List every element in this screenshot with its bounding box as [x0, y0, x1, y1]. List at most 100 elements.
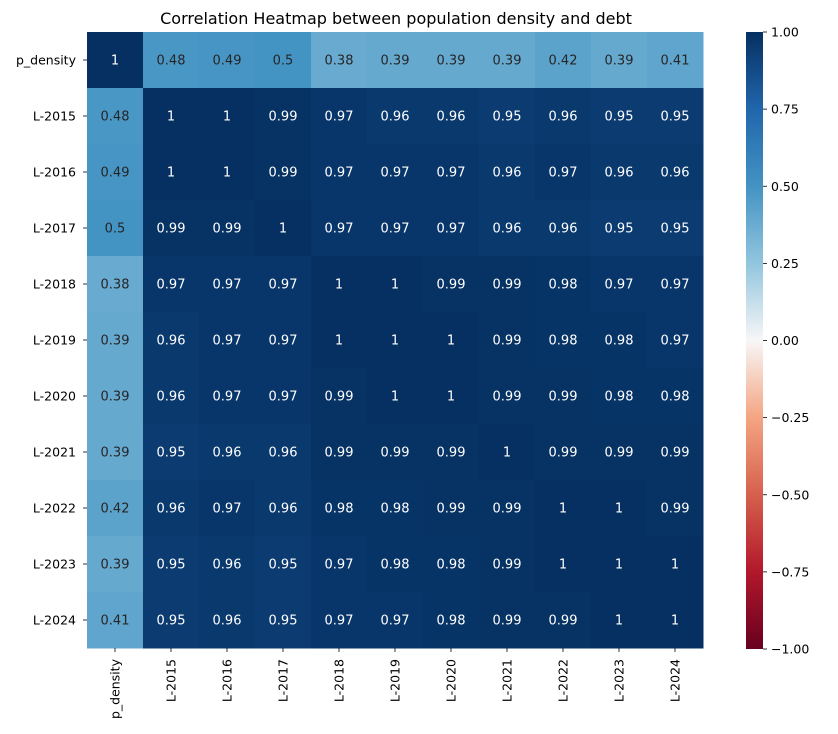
- cell-value-9-3: 0.95: [269, 558, 298, 573]
- heatmap-cell-4-4: [311, 256, 368, 313]
- cell-value-1-1: 1: [167, 110, 175, 125]
- heatmap-cell-0-1: [143, 32, 200, 89]
- heatmap-cell-0-0: [87, 32, 144, 89]
- heatmap-cell-6-6: [423, 368, 480, 425]
- heatmap-cell-1-3: [255, 88, 312, 145]
- cell-value-2-8: 0.97: [549, 166, 578, 181]
- heatmap-cell-1-5: [367, 88, 424, 145]
- column-label-4: L-2018: [332, 659, 347, 702]
- heatmap-cell-8-1: [143, 480, 200, 537]
- heatmap-cell-10-7: [479, 592, 536, 649]
- cell-value-9-1: 0.95: [157, 558, 186, 573]
- row-label-5: L-2019: [33, 333, 76, 348]
- heatmap-cell-1-7: [479, 88, 536, 145]
- cell-value-0-0: 1: [111, 54, 119, 69]
- cell-value-8-6: 0.99: [437, 502, 466, 517]
- cell-value-1-3: 0.99: [269, 110, 298, 125]
- heatmap-cell-7-10: [647, 424, 704, 481]
- cell-value-9-10: 1: [671, 558, 679, 573]
- heatmap-cell-1-10: [647, 88, 704, 145]
- cell-value-0-2: 0.49: [213, 54, 242, 69]
- heatmap-cell-10-8: [535, 592, 592, 649]
- column-label-6: L-2020: [444, 659, 459, 702]
- heatmap-cell-9-7: [479, 536, 536, 593]
- cell-value-9-9: 1: [615, 558, 623, 573]
- cell-value-5-3: 0.97: [269, 334, 298, 349]
- column-label-8: L-2022: [556, 659, 571, 702]
- heatmap-cell-10-1: [143, 592, 200, 649]
- heatmap-cell-6-10: [647, 368, 704, 425]
- cell-value-5-0: 0.39: [101, 334, 130, 349]
- cell-value-6-5: 1: [391, 390, 399, 405]
- heatmap-cell-4-9: [591, 256, 648, 313]
- cell-value-1-0: 0.48: [101, 110, 130, 125]
- heatmap-cell-10-10: [647, 592, 704, 649]
- heatmap-cell-10-4: [311, 592, 368, 649]
- heatmap-cell-9-8: [535, 536, 592, 593]
- heatmap-cell-6-9: [591, 368, 648, 425]
- heatmap-cells: 1 0.48 0.49 0.5 0.38 0.39 0.39 0.39 0.42 0.39 0.41…: [87, 32, 704, 649]
- cell-value-10-4: 0.97: [325, 614, 354, 629]
- heatmap-cell-5-2: [199, 312, 256, 369]
- cell-value-7-1: 0.95: [157, 446, 186, 461]
- cell-value-5-2: 0.97: [213, 334, 242, 349]
- colorbar: 1.00 0.75 0.50 0.25 0.00 −0.25 −0.50 −0.75 −1.00: [746, 25, 809, 657]
- cell-value-10-7: 0.99: [493, 614, 522, 629]
- cell-value-1-5: 0.96: [381, 110, 410, 125]
- heatmap-cell-3-9: [591, 200, 648, 257]
- heatmap-cell-3-7: [479, 200, 536, 257]
- colorbar-label-5: −0.25: [771, 410, 809, 425]
- heatmap-cell-3-3: [255, 200, 312, 257]
- heatmap-cell-8-9: [591, 480, 648, 537]
- cell-value-7-9: 0.99: [605, 446, 634, 461]
- cell-value-0-7: 0.39: [493, 54, 522, 69]
- heatmap-cell-4-7: [479, 256, 536, 313]
- heatmap-cell-0-7: [479, 32, 536, 89]
- cell-value-9-8: 1: [559, 558, 567, 573]
- cell-value-1-2: 1: [223, 110, 231, 125]
- cell-value-10-2: 0.96: [213, 614, 242, 629]
- cell-value-3-10: 0.95: [661, 222, 690, 237]
- heatmap-cell-5-4: [311, 312, 368, 369]
- heatmap-cell-1-1: [143, 88, 200, 145]
- heatmap-cell-8-7: [479, 480, 536, 537]
- heatmap-cell-2-6: [423, 144, 480, 201]
- heatmap-cell-9-4: [311, 536, 368, 593]
- cell-value-7-6: 0.99: [437, 446, 466, 461]
- heatmap-cell-5-6: [423, 312, 480, 369]
- heatmap-cell-3-6: [423, 200, 480, 257]
- colorbar-gradient: [746, 32, 763, 649]
- cell-value-2-7: 0.96: [493, 166, 522, 181]
- heatmap-cell-8-10: [647, 480, 704, 537]
- heatmap-cell-10-0: [87, 592, 144, 649]
- cell-value-6-9: 0.98: [605, 390, 634, 405]
- chart-title: Correlation Heatmap between population d…: [160, 9, 632, 28]
- heatmap-cell-10-9: [591, 592, 648, 649]
- heatmap-cell-1-6: [423, 88, 480, 145]
- cell-value-3-7: 0.96: [493, 222, 522, 237]
- cell-value-6-8: 0.99: [549, 390, 578, 405]
- cell-value-7-8: 0.99: [549, 446, 578, 461]
- row-label-1: L-2015: [33, 109, 76, 124]
- cell-value-2-0: 0.49: [101, 166, 130, 181]
- cell-value-1-9: 0.95: [605, 110, 634, 125]
- cell-value-9-2: 0.96: [213, 558, 242, 573]
- heatmap-cell-9-10: [647, 536, 704, 593]
- cell-value-3-0: 0.5: [105, 222, 126, 237]
- cell-value-7-0: 0.39: [101, 446, 130, 461]
- row-label-10: L-2024: [33, 613, 76, 628]
- heatmap-cell-7-6: [423, 424, 480, 481]
- heatmap-cell-3-8: [535, 200, 592, 257]
- cell-value-3-9: 0.95: [605, 222, 634, 237]
- cell-value-6-3: 0.97: [269, 390, 298, 405]
- colorbar-ticks: 1.00 0.75 0.50 0.25 0.00 −0.25 −0.50 −0.75 −1.00: [763, 25, 809, 657]
- cell-value-5-1: 0.96: [157, 334, 186, 349]
- cell-value-7-5: 0.99: [381, 446, 410, 461]
- heatmap-cell-10-3: [255, 592, 312, 649]
- heatmap-cell-9-5: [367, 536, 424, 593]
- heatmap-cell-7-0: [87, 424, 144, 481]
- cell-value-0-4: 0.38: [325, 54, 354, 69]
- heatmap-cell-5-8: [535, 312, 592, 369]
- heatmap-cell-0-6: [423, 32, 480, 89]
